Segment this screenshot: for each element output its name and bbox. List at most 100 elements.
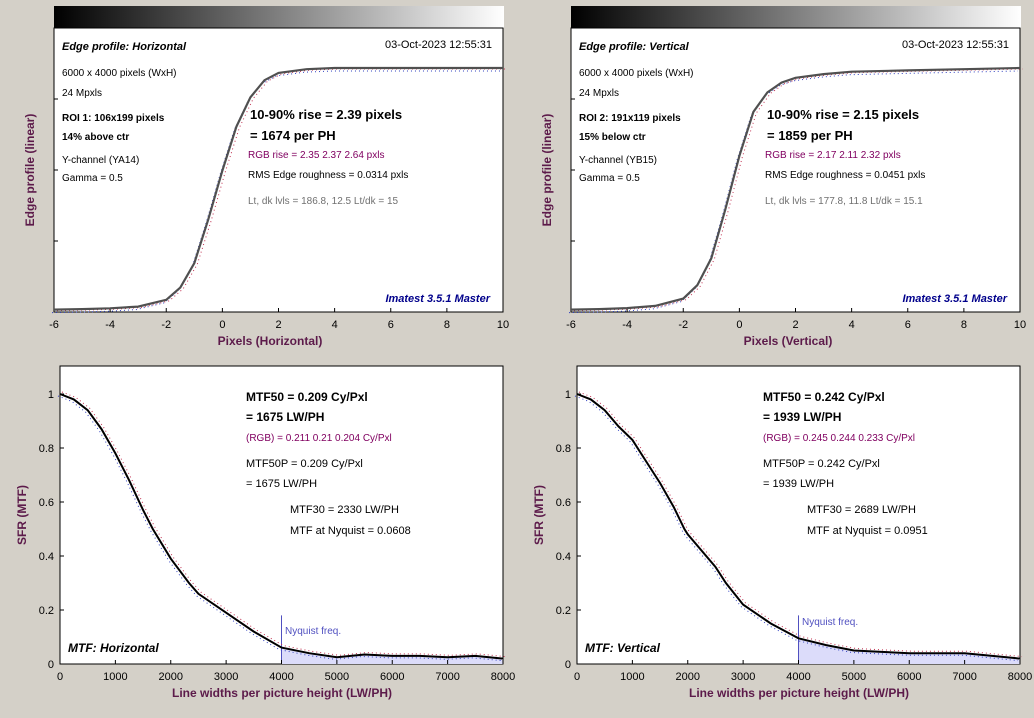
rise-pixels: 10-90% rise = 2.39 pixels [250,107,402,122]
gray-scale-bar [571,6,1021,28]
mtf50-rgb: (RGB) = 0.211 0.21 0.204 Cy/Pxl [246,433,392,444]
mtf-curve [576,393,1021,660]
x-tick-label: 10 [1014,319,1026,331]
edge-profile-curve [570,66,1021,311]
x-tick-label: 6 [388,319,394,331]
edge-profile-curve [53,66,503,311]
y-tick-label: 0.8 [39,443,54,455]
rise-pixels: 10-90% rise = 2.15 pixels [767,107,919,122]
y-axis-label: SFR (MTF) [15,485,29,545]
axis-ticks: 0 1000 2000 3000 4000 5000 6000 7000 8000 0 0.2 0.4… [39,389,516,683]
y-tick-label: 1 [48,389,54,401]
mtf30: MTF30 = 2330 LW/PH [290,504,399,516]
megapixels: 24 Mpxls [579,88,619,99]
x-tick-label: 3000 [214,671,238,683]
gamma: Gamma = 0.5 [62,173,123,184]
x-tick-label: -4 [622,319,632,331]
red-channel-curve [578,391,1023,658]
axis-ticks: 0 1000 2000 3000 4000 5000 6000 7000 8000 0 0.2 0.4… [556,389,1033,683]
plot-area [53,27,504,313]
x-tick-label: 4000 [269,671,293,683]
nyquist-region [798,615,1020,664]
x-axis-label: Pixels (Horizontal) [218,334,323,348]
watermark: Imatest 3.5.1 Master [385,293,490,305]
mtf50-cycles: MTF50 = 0.209 Cy/Pxl [246,390,368,404]
mtf-panel-horizontal: MTF50 = 0.209 Cy/Pxl = 1675 LW/PH (RGB) … [15,365,516,700]
x-tick-label: 2 [792,319,798,331]
y-tick-label: 0 [565,659,571,671]
edge-curves [568,66,1024,314]
rgb-rise: RGB rise = 2.17 2.11 2.32 pxls [765,150,901,161]
blue-channel-curve [574,395,1019,662]
image-size: 6000 x 4000 pixels (WxH) [579,68,694,79]
x-tick-label: 6000 [897,671,921,683]
mtf50p-cycles: MTF50P = 0.242 Cy/Pxl [763,458,880,470]
y-axis-label: Edge profile (linear) [23,114,37,227]
x-tick-label: -2 [161,319,171,331]
nyquist-label: Nyquist freq. [285,626,341,637]
mtf30: MTF30 = 2689 LW/PH [807,504,916,516]
mtf50p-cycles: MTF50P = 0.209 Cy/Pxl [246,458,363,470]
x-tick-label: 4 [332,319,338,331]
rise-per-ph: = 1859 per PH [767,128,853,143]
mtf-at-nyquist: MTF at Nyquist = 0.0608 [290,525,411,537]
nyquist-fill [798,638,1020,664]
x-tick-label: 10 [497,319,509,331]
image-size: 6000 x 4000 pixels (WxH) [62,68,177,79]
nyquist-region [281,615,503,664]
y-axis-label: Edge profile (linear) [540,114,554,227]
x-tick-label: 0 [736,319,742,331]
mtf50p-lwph: = 1939 LW/PH [763,478,834,490]
x-tick-label: 2000 [159,671,183,683]
x-tick-label: 8 [961,319,967,331]
x-tick-label: 5000 [325,671,349,683]
x-tick-label: -4 [105,319,115,331]
panel-title: Edge profile: Horizontal [62,41,187,53]
y-tick-label: 0.2 [39,605,54,617]
edge-roughness: RMS Edge roughness = 0.0314 pxls [248,170,408,181]
megapixels: 24 Mpxls [62,88,102,99]
timestamp: 03-Oct-2023 12:55:31 [385,39,492,51]
y-tick-label: 0.8 [556,443,571,455]
x-tick-label: 2000 [676,671,700,683]
gray-scale-bar [54,6,504,28]
x-axis-ticks: -6 -4 -2 0 2 4 6 8 10 [566,98,1026,331]
y-tick-label: 0.4 [39,551,54,563]
panel-label: MTF: Horizontal [68,641,159,655]
edge-panel-vertical: Edge profile: Vertical 03-Oct-2023 12:55… [540,6,1026,348]
x-tick-label: 6 [905,319,911,331]
mtf-curves [57,391,506,662]
nyquist-label: Nyquist freq. [802,617,858,628]
edge-curves [51,66,506,314]
x-tick-label: 0 [574,671,580,683]
plot-area [570,27,1021,313]
x-tick-label: 7000 [952,671,976,683]
plot-area [576,365,1021,665]
x-tick-label: 5000 [842,671,866,683]
mtf-panel-vertical: MTF50 = 0.242 Cy/Pxl = 1939 LW/PH (RGB) … [532,365,1033,700]
roi-size: ROI 1: 106x199 pixels [62,113,165,124]
x-tick-label: 7000 [435,671,459,683]
x-tick-label: 4 [849,319,855,331]
y-tick-label: 0.6 [556,497,571,509]
light-dark-levels: Lt, dk lvls = 186.8, 12.5 Lt/dk = 15 [248,196,399,207]
blue-channel-curve [57,395,502,662]
x-tick-label: 0 [57,671,63,683]
x-tick-label: 1000 [103,671,127,683]
channel: Y-channel (YB15) [579,155,657,166]
light-dark-levels: Lt, dk lvls = 177.8, 11.8 Lt/dk = 15.1 [765,196,923,207]
roi-position: 15% below ctr [579,132,646,143]
x-tick-label: -6 [49,319,59,331]
gamma: Gamma = 0.5 [579,173,640,184]
x-tick-label: 8 [444,319,450,331]
plot-area [59,365,504,665]
x-tick-label: 8000 [1008,671,1032,683]
mtf50-cycles: MTF50 = 0.242 Cy/Pxl [763,390,885,404]
y-tick-label: 0.2 [556,605,571,617]
y-tick-label: 0.6 [39,497,54,509]
edge-roughness: RMS Edge roughness = 0.0451 pxls [765,170,925,181]
y-tick-label: 0 [48,659,54,671]
panel-label: MTF: Vertical [585,641,661,655]
x-axis-label: Line widths per picture height (LW/PH) [689,686,909,700]
